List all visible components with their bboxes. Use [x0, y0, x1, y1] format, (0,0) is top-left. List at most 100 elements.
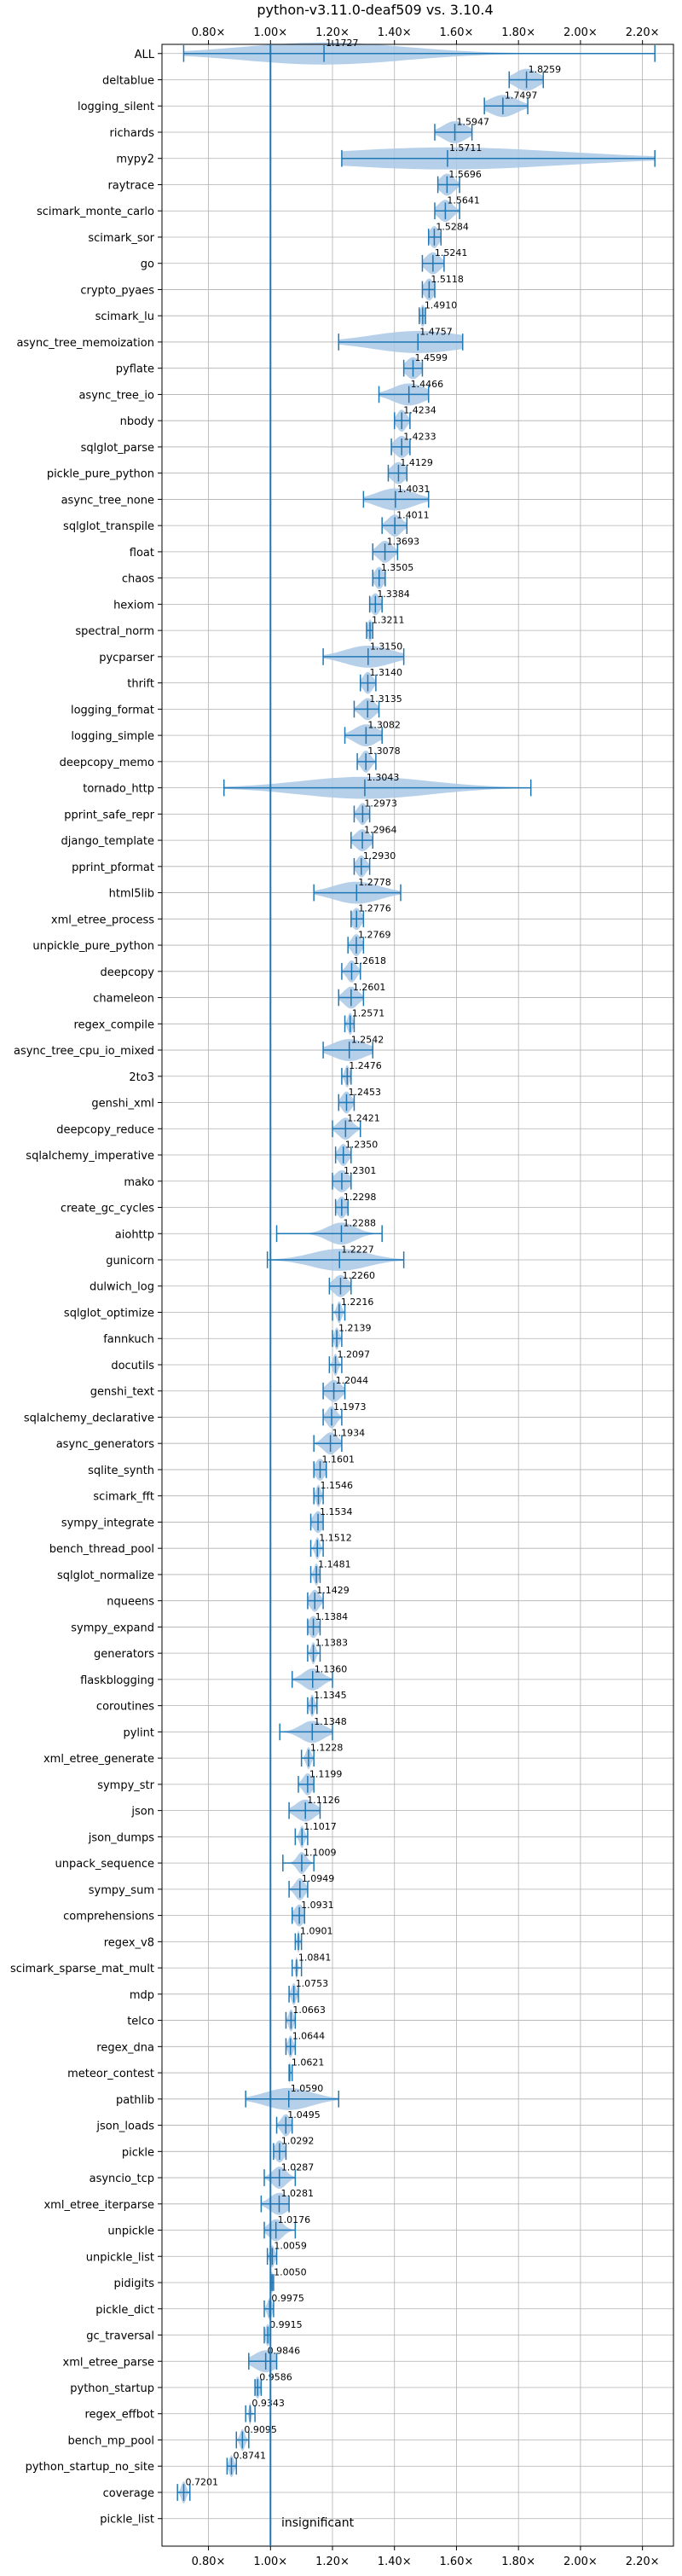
violin-scimark_lu: 1.4910: [419, 300, 458, 328]
value-label: 1.5711: [449, 142, 483, 154]
value-label: 1.4910: [425, 300, 458, 311]
violin-pycparser: 1.3150: [322, 641, 405, 668]
y-tick-label: sqlglot_normalize: [57, 1569, 154, 1582]
violin-richards: 1.5947: [434, 116, 489, 143]
y-tick-label: telco: [127, 2016, 154, 2028]
value-label: 1.4031: [397, 484, 431, 495]
y-tick-label: coroutines: [96, 1701, 154, 1714]
violin-html5lib: 1.2778: [313, 877, 402, 904]
violin-coverage: 0.7201: [176, 2476, 218, 2503]
value-label: 1.2260: [342, 1270, 375, 1281]
y-tick-label: json: [130, 1806, 154, 1819]
y-tick-label: unpickle_pure_python: [32, 940, 154, 953]
y-tick-label: deltablue: [102, 75, 154, 88]
value-label: 1.1348: [314, 1716, 347, 1727]
violin-mako: 1.2301: [332, 1165, 376, 1192]
violin-asyncio_tcp: 1.0287: [263, 2161, 315, 2189]
violin-sqlalchemy_declarative: 1.1973: [322, 1401, 367, 1429]
y-tick-label: pyflate: [116, 363, 154, 376]
violin-scimark_sor: 1.5284: [427, 221, 469, 248]
violin-mdp: 1.0753: [288, 1978, 328, 2005]
y-tick-label: float: [130, 547, 154, 560]
y-tick-label: tornado_http: [83, 783, 154, 796]
violin-regex_v8: 1.0901: [294, 1926, 333, 1953]
value-label: 1.2476: [349, 1060, 382, 1071]
violin-pidigits: 1.0050: [269, 2266, 307, 2294]
y-tick-label: chameleon: [93, 993, 154, 1006]
axes-layer: 0.80× 0.80× 1.00× 1.00× 1.20× 1.20× 1.40× 1.40×…: [10, 26, 674, 2568]
x-tick-label-bottom: 1.00×: [253, 2556, 287, 2568]
y-tick-label: scimark_lu: [95, 310, 154, 323]
x-tick-label-top: 1.80×: [501, 26, 535, 39]
violin-deepcopy: 1.2618: [341, 955, 386, 983]
violin-chameleon: 1.2601: [338, 982, 385, 1009]
y-tick-label: regex_compile: [73, 1018, 154, 1031]
violin-sqlalchemy_imperative: 1.2350: [334, 1139, 379, 1166]
y-tick-label: xml_etree_iterparse: [43, 2199, 154, 2212]
y-tick-label: gunicorn: [106, 1255, 154, 1268]
violin-scimark_monte_carlo: 1.5641: [434, 195, 480, 223]
y-tick-label: logging_format: [71, 704, 154, 717]
x-tick-label-top: 2.20×: [626, 26, 660, 39]
y-tick-label: regex_v8: [104, 1936, 154, 1949]
value-label: 1.4234: [403, 405, 436, 416]
x-tick-label-top: 1.20×: [315, 26, 350, 39]
value-label: 1.2227: [341, 1244, 374, 1255]
value-label: 0.9343: [251, 2398, 285, 2409]
y-tick-label: go: [141, 258, 154, 271]
violin-nbody: 1.4234: [393, 405, 436, 432]
value-label: 1.3140: [369, 667, 402, 678]
value-label: 1.1481: [318, 1558, 351, 1569]
violin-telco: 1.0663: [285, 2005, 326, 2032]
plot-frame: [161, 44, 674, 2547]
y-tick-label: xml_etree_generate: [43, 1753, 154, 1766]
value-label: 1.2350: [345, 1139, 379, 1150]
violin-crypto_pyaes: 1.5118: [421, 274, 464, 301]
value-label: 1.5641: [447, 195, 480, 206]
value-label: 1.0931: [301, 1900, 334, 1911]
violin-raytrace: 1.5696: [436, 169, 482, 196]
violin-logging_simple: 1.3082: [344, 720, 401, 746]
value-label: 1.2571: [352, 1008, 385, 1019]
value-label: 1.3082: [367, 720, 401, 731]
violin-create_gc_cycles: 1.2298: [334, 1192, 376, 1219]
violin-xml_etree_iterparse: 1.0281: [260, 2188, 314, 2215]
y-tick-label: raytrace: [107, 179, 154, 192]
violin-float: 1.3693: [372, 536, 419, 563]
y-tick-label: sqlalchemy_declarative: [24, 1412, 154, 1424]
value-label: 1.0901: [300, 1926, 333, 1937]
y-tick-label: 2to3: [129, 1071, 154, 1084]
value-label: 1.4757: [419, 326, 452, 337]
value-label: 1.5696: [448, 169, 482, 180]
value-label: 1.1228: [310, 1743, 344, 1754]
value-label: 1.1534: [320, 1506, 353, 1517]
value-label: 1.1934: [332, 1428, 366, 1439]
violin-python_startup_no_site: 0.8741: [226, 2451, 266, 2478]
value-label: 1.0841: [298, 1952, 332, 1963]
y-tick-label: bench_thread_pool: [49, 1543, 154, 1556]
violin-ALL: 1.1727: [182, 38, 656, 65]
value-label: 1.0287: [281, 2161, 315, 2173]
x-tick-label-bottom: 2.20×: [626, 2556, 660, 2568]
violin-async_generators: 1.1934: [313, 1428, 366, 1455]
y-tick-label: deepcopy_reduce: [56, 1123, 154, 1136]
y-tick-label: pylint: [123, 1726, 154, 1739]
value-label: 1.1973: [333, 1401, 367, 1413]
violin-sympy_integrate: 1.1534: [309, 1506, 353, 1534]
violin-dulwich_log: 1.2260: [328, 1270, 375, 1297]
y-tick-label: async_tree_memoization: [16, 337, 154, 350]
value-label: 1.2973: [364, 798, 397, 809]
y-tick-label: hexiom: [113, 599, 154, 612]
violin-logging_format: 1.3135: [353, 693, 402, 721]
x-tick-label-bottom: 1.60×: [440, 2556, 474, 2568]
violin-python_startup: 0.9586: [254, 2371, 292, 2399]
violin-async_tree_memoization: 1.4757: [338, 326, 464, 353]
violin-unpickle_pure_python: 1.2769: [347, 929, 390, 956]
y-tick-label: bench_mp_pool: [67, 2434, 154, 2447]
violin-django_template: 1.2964: [350, 824, 397, 851]
violin-xml_etree_generate: 1.1228: [300, 1743, 344, 1769]
y-tick-label: mdp: [130, 1989, 154, 2002]
violin-generators: 1.1383: [307, 1638, 348, 1665]
value-label: 1.2139: [338, 1323, 372, 1334]
y-tick-label: nbody: [120, 415, 155, 428]
